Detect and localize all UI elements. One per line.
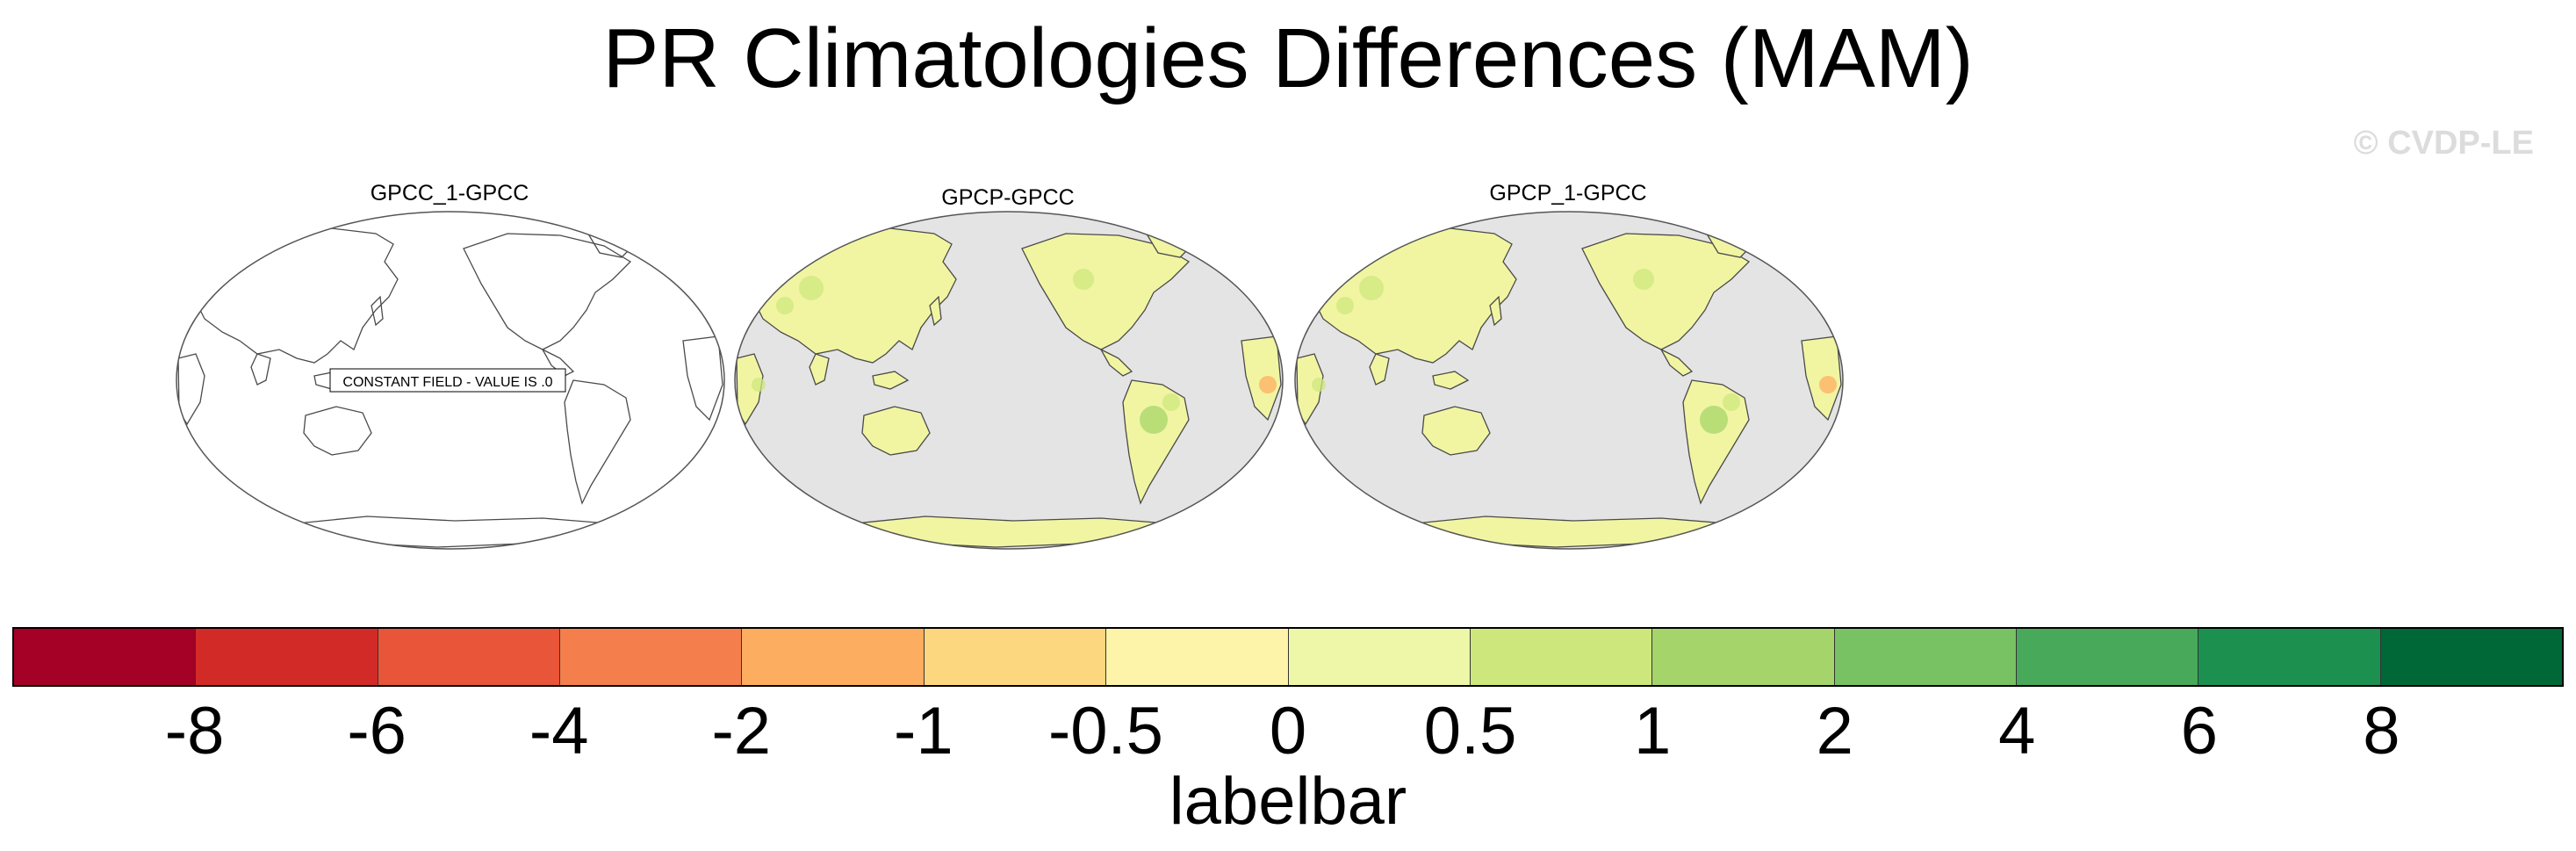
landmass: [929, 295, 942, 327]
labelbar-tick-label: -4: [529, 694, 589, 768]
panel-title-1: GPCC_1-GPCC: [370, 181, 529, 206]
precip-anomaly-patch: [1359, 276, 1384, 300]
labelbar-tick-label: -0.5: [1047, 694, 1163, 768]
map-outline: [734, 211, 1284, 550]
labelbar-tick-label: -1: [894, 694, 953, 768]
landmass: [872, 371, 910, 390]
labelbar-title: labelbar: [1169, 764, 1407, 839]
landmass: [191, 227, 399, 364]
labelbar-tick-label: 4: [1998, 694, 2036, 768]
labelbar-segment: [2198, 629, 2381, 685]
map-panel-3: [1294, 211, 1844, 550]
map-panel-2: [734, 211, 1284, 550]
labelbar-tick-label: 0.5: [1423, 694, 1517, 768]
constant-field-note: CONSTANT FIELD - VALUE IS .0: [342, 375, 552, 390]
labelbar-tick-label: 0: [1269, 694, 1307, 768]
precip-anomaly-patch: [752, 378, 766, 392]
precip-anomaly-patch: [1633, 269, 1654, 290]
labelbar-tick-label: -8: [164, 694, 225, 768]
precip-anomaly-patch: [1336, 297, 1354, 314]
precip-anomaly-patch: [1312, 378, 1326, 392]
constant-field-box: [329, 368, 566, 393]
precip-anomaly-patch: [799, 276, 824, 300]
landmass: [1659, 348, 1694, 377]
labelbar-tick-label: 8: [2363, 694, 2400, 768]
watermark: © CVDP-LE: [2353, 125, 2534, 162]
landmass: [564, 379, 631, 505]
landmass: [1099, 348, 1133, 377]
labelbar-tick-label: 6: [2180, 694, 2218, 768]
map-outline: [176, 211, 725, 550]
labelbar-tick-label: -6: [347, 694, 407, 768]
precip-anomaly-patch: [1073, 269, 1094, 290]
labelbar-segment: [1834, 629, 2017, 685]
precip-anomaly-patch: [1259, 376, 1277, 393]
labelbar-tick-label: -2: [711, 694, 772, 768]
map-panel-1: CONSTANT FIELD - VALUE IS .0: [176, 211, 725, 550]
labelbar-segment: [2016, 629, 2199, 685]
page-title: PR Climatologies Differences (MAM): [602, 11, 1974, 105]
labelbar-segment: [14, 629, 197, 685]
landmass: [303, 406, 372, 456]
labelbar-tick-label: 2: [1816, 694, 1853, 768]
labelbar-segment: [924, 629, 1107, 685]
panel-title-3: GPCP_1-GPCC: [1489, 181, 1647, 206]
labelbar-segment: [560, 629, 743, 685]
landmass: [1581, 233, 1751, 350]
precip-anomaly-patch: [1723, 393, 1740, 411]
labelbar-segment: [742, 629, 925, 685]
panel-title-2: GPCP-GPCC: [941, 185, 1075, 210]
precip-anomaly-patch: [1700, 406, 1728, 434]
precip-anomaly-patch: [1140, 406, 1168, 434]
landmass: [1421, 406, 1491, 456]
landmass: [371, 295, 384, 327]
labelbar-segment: [1106, 629, 1289, 685]
labelbar-segment: [1652, 629, 1835, 685]
landmass: [1489, 295, 1502, 327]
landmass: [809, 353, 830, 386]
map-outline: [1294, 211, 1844, 550]
labelbar-segment: [378, 629, 561, 685]
labelbar: [12, 627, 2564, 687]
landmass: [250, 353, 271, 386]
precip-anomaly-patch: [1162, 393, 1180, 411]
landmass: [463, 233, 632, 350]
labelbar-segment: [1288, 629, 1471, 685]
labelbar-segment: [196, 629, 378, 685]
labelbar-segment: [2380, 629, 2563, 685]
labelbar-segment: [1470, 629, 1653, 685]
landmass: [861, 406, 931, 456]
precip-anomaly-patch: [776, 297, 794, 314]
precip-anomaly-patch: [1819, 376, 1837, 393]
landmass: [1021, 233, 1191, 350]
landmass: [1432, 371, 1470, 390]
landmass: [1369, 353, 1390, 386]
landmass: [1682, 379, 1750, 505]
labelbar-tick-label: 1: [1634, 694, 1672, 768]
landmass: [541, 348, 575, 377]
landmass: [1122, 379, 1190, 505]
